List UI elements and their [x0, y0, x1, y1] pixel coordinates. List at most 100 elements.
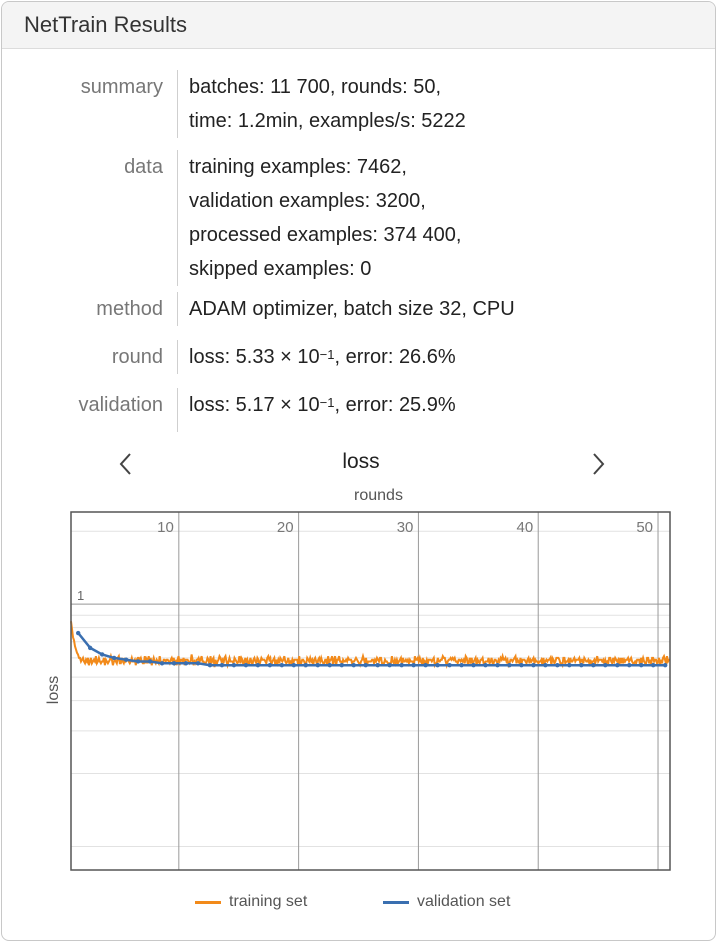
- validation-loss-point: [267, 662, 273, 668]
- validation-loss-point: [627, 662, 632, 668]
- validation-loss-point: [207, 662, 213, 668]
- data-line: validation examples: 3200,: [189, 190, 426, 212]
- round-row: round loss: 5.33 × 10−1, error: 26.6%: [2, 326, 715, 374]
- plot-background: [71, 512, 670, 870]
- legend-item-validation: validation set: [383, 893, 510, 911]
- validation-line: loss: 5.17 × 10−1, error: 25.9%: [189, 388, 715, 422]
- validation-loss-point: [303, 662, 309, 668]
- validation-loss-point: [147, 659, 153, 664]
- validation-loss-point: [219, 662, 225, 668]
- validation-loss-point: [291, 662, 297, 668]
- summary-line: batches: 11 700, rounds: 50,: [189, 76, 442, 98]
- x-tick-label: 10: [157, 519, 174, 536]
- validation-loss-point: [543, 662, 548, 668]
- legend-swatch-training: [195, 900, 221, 904]
- data-line: processed examples: 374 400,: [189, 224, 462, 246]
- legend-label-validation: validation set: [417, 893, 511, 910]
- summary-line: time: 1.2min, examples/s: 5222: [189, 110, 466, 132]
- x-tick-label: 20: [277, 519, 294, 536]
- validation-loss-point: [339, 662, 344, 668]
- validation-loss-point: [399, 662, 404, 668]
- round-loss-exponent: −1: [319, 347, 335, 362]
- validation-loss-point: [387, 662, 392, 668]
- validation-loss-point: [411, 662, 416, 668]
- validation-loss-point: [435, 662, 440, 668]
- validation-loss-point: [447, 662, 452, 668]
- validation-loss-point: [255, 662, 261, 668]
- validation-loss: loss: 5.17 × 10: [189, 394, 320, 416]
- validation-loss-point: [171, 661, 177, 666]
- validation-loss-point: [135, 659, 141, 664]
- validation-loss-point: [519, 662, 524, 668]
- loss-chart: 1 10 20 30 40 50 rounds loss: [45, 487, 671, 871]
- round-loss: loss: 5.33 × 10: [189, 346, 320, 368]
- panel-title-bar: NetTrain Results: [2, 2, 715, 49]
- training-loss-line: [70, 621, 670, 670]
- validation-loss-point: [243, 662, 249, 668]
- validation-label: validation: [78, 394, 163, 416]
- validation-loss-point: [579, 662, 584, 668]
- validation-loss-point: [159, 661, 165, 666]
- validation-loss-point: [495, 662, 500, 668]
- summary-value: batches: 11 700, rounds: 50, time: 1.2mi…: [177, 70, 715, 138]
- validation-loss-point: [603, 662, 608, 668]
- validation-loss-point: [195, 661, 201, 666]
- chart-legend: training set validation set: [0, 893, 718, 915]
- validation-loss-point: [639, 662, 644, 668]
- validation-loss-point: [459, 662, 464, 668]
- validation-loss-point: [279, 662, 285, 668]
- validation-loss-point: [591, 662, 596, 668]
- validation-loss-point: [663, 662, 668, 668]
- validation-loss-point: [423, 662, 428, 668]
- round-label: round: [111, 346, 163, 368]
- summary-row: summary batches: 11 700, rounds: 50, tim…: [2, 70, 715, 138]
- validation-loss-point: [231, 662, 237, 668]
- legend-item-training: training set: [195, 893, 307, 911]
- chevron-right-icon[interactable]: [586, 450, 610, 478]
- validation-loss-point: [87, 645, 93, 651]
- validation-loss-point: [99, 652, 105, 657]
- data-value: training examples: 7462, validation exam…: [177, 150, 715, 286]
- validation-loss-point: [483, 662, 488, 668]
- method-value: ADAM optimizer, batch size 32, CPU: [177, 292, 715, 326]
- validation-loss-point: [111, 655, 117, 661]
- metric-navigator: loss: [2, 448, 715, 480]
- data-line: training examples: 7462,: [189, 156, 407, 178]
- chevron-left-icon[interactable]: [114, 450, 138, 478]
- y-tick-label: 1: [77, 588, 84, 603]
- round-error: , error: 26.6%: [334, 346, 456, 368]
- validation-loss-point: [651, 662, 656, 668]
- validation-loss-point: [183, 661, 189, 666]
- y-axis-label: loss: [45, 676, 62, 704]
- method-label: method: [96, 298, 163, 320]
- info-grid: summary batches: 11 700, rounds: 50, tim…: [2, 70, 715, 432]
- validation-loss-exponent: −1: [319, 395, 335, 410]
- validation-loss-point: [507, 662, 512, 668]
- legend-label-training: training set: [229, 893, 308, 910]
- validation-loss-point: [567, 662, 572, 668]
- validation-row: validation loss: 5.17 × 10−1, error: 25.…: [2, 374, 715, 432]
- validation-loss-point: [615, 662, 620, 668]
- validation-loss-point: [471, 662, 476, 668]
- data-label: data: [124, 156, 163, 178]
- method-line: ADAM optimizer, batch size 32, CPU: [189, 298, 515, 320]
- validation-loss-point: [555, 662, 560, 668]
- validation-loss-point: [351, 662, 356, 668]
- plot-frame: [70, 511, 671, 871]
- x-tick-label: 30: [397, 519, 414, 536]
- x-tick-label: 50: [636, 519, 653, 536]
- validation-loss-point: [315, 662, 320, 668]
- validation-loss-point: [531, 662, 536, 668]
- round-value: loss: 5.33 × 10−1, error: 26.6%: [177, 340, 715, 374]
- validation-loss-point: [123, 657, 129, 662]
- summary-label: summary: [80, 76, 163, 98]
- validation-loss-point: [75, 630, 81, 636]
- legend-swatch-validation: [383, 900, 409, 904]
- validation-loss-point: [327, 662, 332, 668]
- x-tick-label: 40: [517, 519, 534, 536]
- data-row: data training examples: 7462, validation…: [2, 138, 715, 286]
- panel-title: NetTrain Results: [24, 12, 188, 37]
- validation-loss-point: [363, 662, 368, 668]
- x-axis-label: rounds: [354, 487, 403, 504]
- data-line: skipped examples: 0: [189, 258, 372, 280]
